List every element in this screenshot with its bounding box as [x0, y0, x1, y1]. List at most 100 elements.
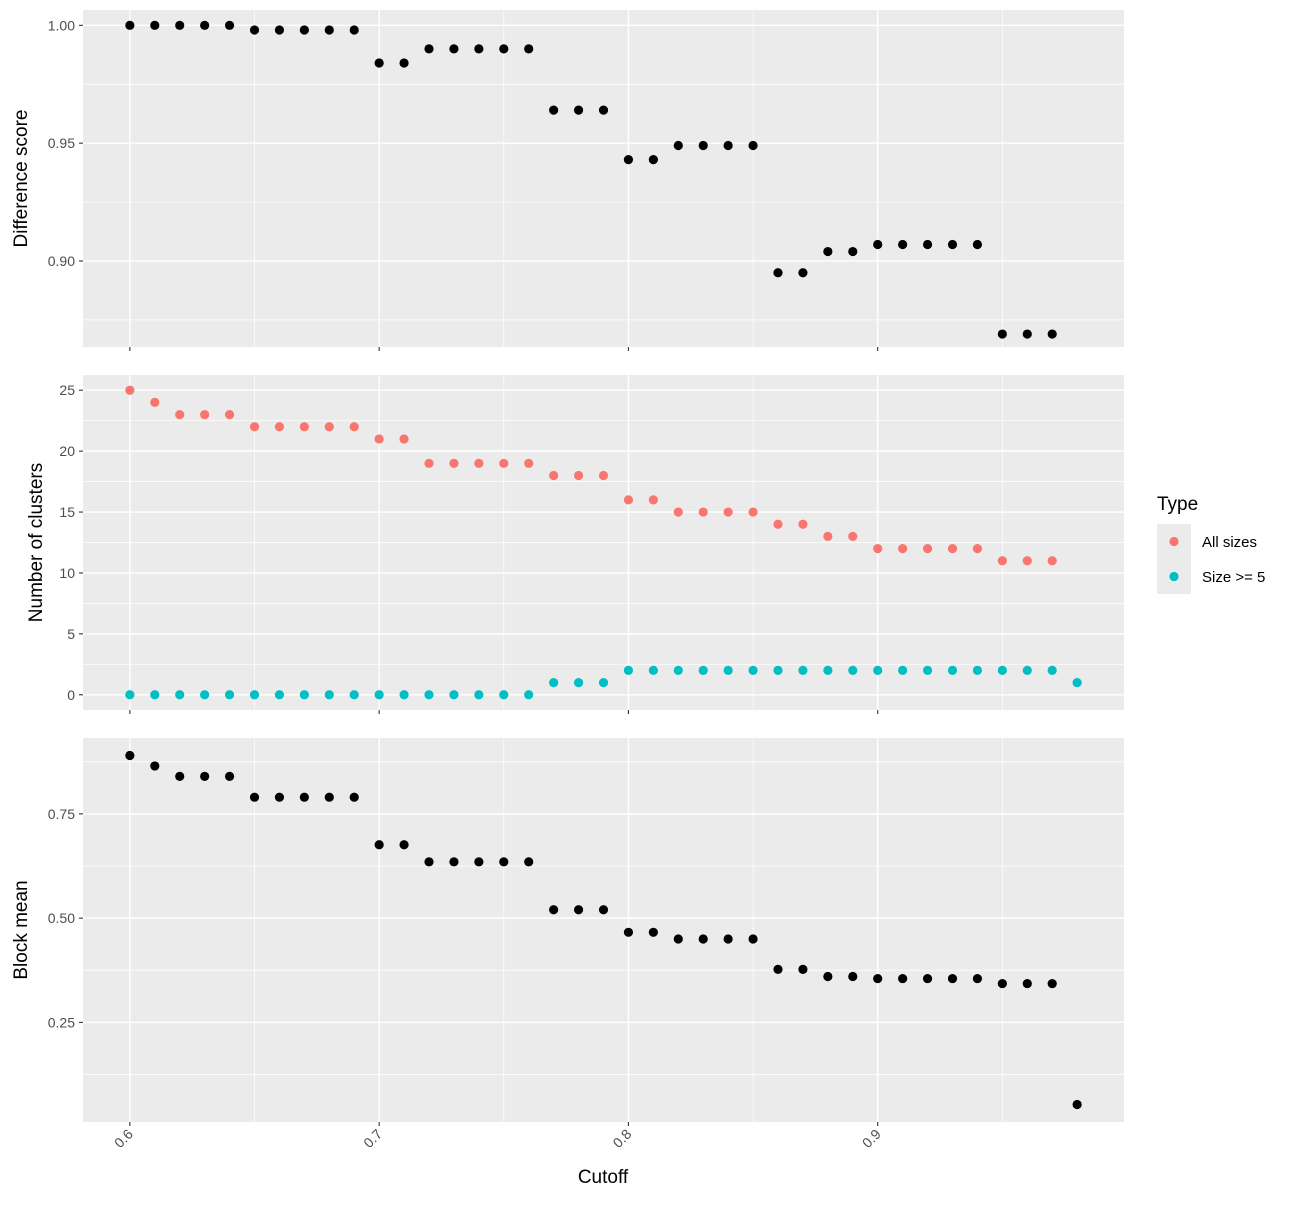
data-point [125, 690, 135, 700]
data-point [274, 25, 285, 35]
data-point [1022, 665, 1032, 676]
data-point [549, 470, 559, 481]
data-point [1047, 556, 1057, 566]
data-point [673, 507, 683, 517]
data-point [374, 690, 384, 700]
data-point [424, 458, 434, 468]
data-point [598, 470, 609, 481]
data-point [823, 971, 833, 982]
data-point [374, 58, 384, 68]
data-point [823, 531, 833, 542]
data-point [723, 507, 733, 517]
data-point [524, 690, 534, 700]
data-point [249, 422, 260, 432]
data-point [823, 246, 833, 257]
y-tick-label: 10 [59, 565, 75, 581]
data-point [175, 409, 185, 420]
data-point [873, 543, 883, 554]
data-point [848, 665, 858, 676]
data-point [1047, 978, 1057, 989]
data-point [449, 690, 459, 700]
y-tick-label: 15 [59, 504, 75, 520]
data-point [424, 857, 434, 867]
data-point [623, 665, 634, 676]
data-point [773, 519, 783, 529]
x-tick-label: 0.8 [609, 1126, 634, 1151]
data-point [598, 677, 609, 688]
data-point [349, 422, 359, 432]
data-point [573, 470, 584, 481]
legend-label: All sizes [1202, 534, 1257, 551]
data-point [175, 690, 185, 700]
data-point [549, 105, 559, 115]
data-point [947, 973, 958, 984]
data-point [374, 840, 384, 850]
legend-label: Size >= 5 [1202, 569, 1265, 586]
data-point [524, 44, 534, 54]
data-point [573, 905, 584, 915]
data-point [848, 246, 858, 257]
data-point [274, 422, 285, 432]
data-point [573, 677, 584, 688]
legend: Type All sizes Size >= 5 [1157, 494, 1265, 594]
data-point [598, 105, 609, 115]
data-point [399, 840, 409, 850]
legend-key-point [1169, 571, 1179, 582]
data-point [200, 409, 210, 420]
data-point [922, 239, 933, 250]
data-point [150, 397, 160, 408]
data-point [848, 531, 858, 542]
number-of-clusters-panel: 0 5 10 15 20 25 Number of clusters [26, 375, 1124, 714]
data-point [150, 690, 160, 700]
data-point [224, 690, 235, 700]
data-point [798, 964, 808, 975]
data-point [399, 58, 409, 68]
data-point [773, 665, 783, 676]
block-mean-panel: 0.25 0.50 0.75 Block mean [11, 738, 1124, 1126]
data-point [1022, 556, 1032, 566]
data-point [698, 507, 708, 517]
y-tick-label: 25 [59, 382, 75, 398]
data-point [249, 690, 260, 700]
data-point [947, 543, 958, 554]
data-point [698, 934, 708, 944]
data-point [798, 519, 808, 529]
data-point [399, 690, 409, 700]
y-axis-title: Block mean [11, 880, 32, 979]
data-point [673, 934, 683, 944]
data-point [798, 665, 808, 676]
data-point [349, 690, 359, 700]
data-point [249, 792, 260, 802]
data-point [997, 978, 1007, 989]
data-point [1022, 978, 1032, 989]
data-point [873, 973, 883, 984]
data-point [922, 543, 933, 554]
data-point [898, 239, 908, 250]
data-point [698, 140, 708, 151]
data-point [524, 857, 534, 867]
data-point [898, 543, 908, 554]
data-point [1072, 677, 1082, 688]
data-point [698, 665, 708, 676]
data-point [175, 20, 185, 30]
panel-background [83, 738, 1124, 1122]
data-point [723, 140, 733, 151]
data-point [324, 422, 334, 432]
data-point [125, 385, 135, 395]
data-point [424, 44, 434, 54]
data-point [324, 25, 334, 35]
data-point [224, 20, 235, 30]
data-point [773, 268, 783, 278]
data-point [848, 971, 858, 982]
y-tick-label: 0 [67, 687, 75, 703]
x-tick-label: 0.7 [360, 1126, 385, 1151]
data-point [748, 934, 758, 944]
data-point [299, 25, 309, 35]
data-point [648, 665, 658, 676]
data-point [823, 665, 833, 676]
data-point [524, 458, 534, 468]
data-point [773, 964, 783, 975]
legend-title: Type [1157, 494, 1198, 515]
data-point [349, 25, 359, 35]
data-point [997, 556, 1007, 566]
